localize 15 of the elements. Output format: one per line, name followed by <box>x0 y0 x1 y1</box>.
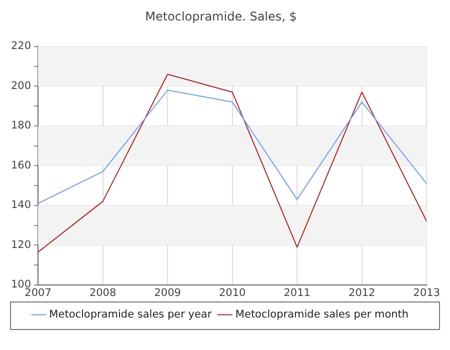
y-tick-label: 180 <box>10 120 32 132</box>
legend-label: Metoclopramide sales per month <box>235 308 409 320</box>
legend-label: Metoclopramide sales per year <box>49 308 212 320</box>
x-tick-label: 2012 <box>348 286 376 299</box>
chart-title: Metoclopramide. Sales, $ <box>145 9 297 24</box>
y-tick-label: 120 <box>10 238 32 251</box>
y-tick-label: 200 <box>10 80 32 92</box>
x-tick-label: 2008 <box>89 286 116 299</box>
x-tick-label: 2011 <box>284 286 310 299</box>
x-tick-label: 2010 <box>218 286 246 299</box>
x-tick-label: 2013 <box>413 286 440 299</box>
y-tick-label: 220 <box>10 40 32 52</box>
y-tick-label: 140 <box>10 199 32 212</box>
x-tick-label: 2009 <box>154 286 181 299</box>
y-tick-label: 160 <box>10 159 32 172</box>
